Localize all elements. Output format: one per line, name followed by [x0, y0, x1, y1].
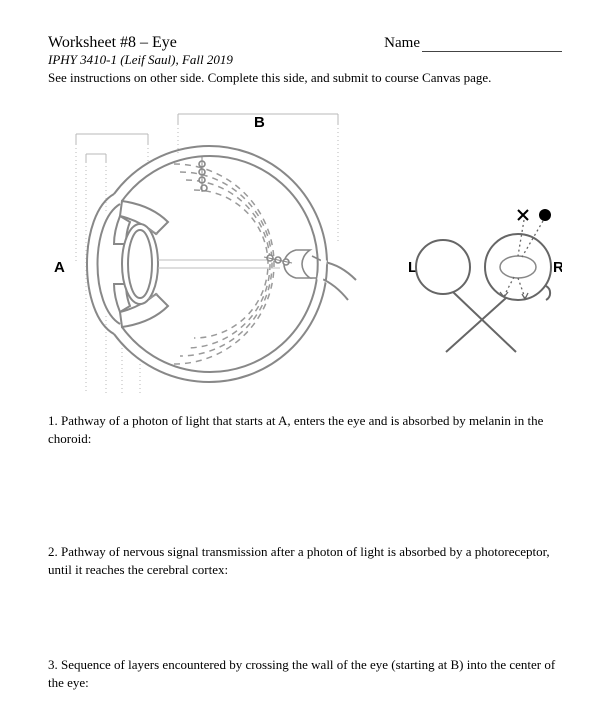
lens [122, 224, 158, 304]
name-field: Name [384, 35, 562, 52]
eye-cross-section: B A [54, 114, 356, 394]
bracket-A-inner [86, 154, 106, 264]
question-3: 3. Sequence of layers encountered by cro… [48, 656, 562, 691]
label-A: A [54, 259, 65, 276]
inset-targets [518, 209, 551, 221]
label-B: B [254, 114, 265, 131]
inset-left-eye [416, 240, 470, 294]
name-label: Name [384, 35, 420, 52]
worksheet-page: Worksheet #8 – Eye Name IPHY 3410-1 (Lei… [0, 0, 610, 691]
header-row: Worksheet #8 – Eye Name [48, 34, 562, 52]
retina-layers [174, 164, 274, 364]
name-input-line[interactable] [422, 40, 562, 52]
label-R: R [553, 259, 562, 276]
cornea [87, 194, 120, 334]
worksheet-title: Worksheet #8 – Eye [48, 34, 177, 52]
visual-field-inset: L R [408, 209, 562, 352]
question-1: 1. Pathway of a photon of light that sta… [48, 412, 562, 447]
question-2: 2. Pathway of nervous signal transmissio… [48, 543, 562, 578]
inset-rays [500, 220, 543, 299]
eye-diagram-area: B A [48, 94, 562, 404]
instructions-text: See instructions on other side. Complete… [48, 70, 562, 86]
course-subtitle: IPHY 3410-1 (Leif Saul), Fall 2019 [48, 52, 562, 68]
inset-right-lens [500, 256, 536, 278]
hyaloid-canal [158, 260, 280, 268]
inset-right-eye [485, 234, 551, 300]
eye-diagram-svg: B A [48, 94, 562, 404]
